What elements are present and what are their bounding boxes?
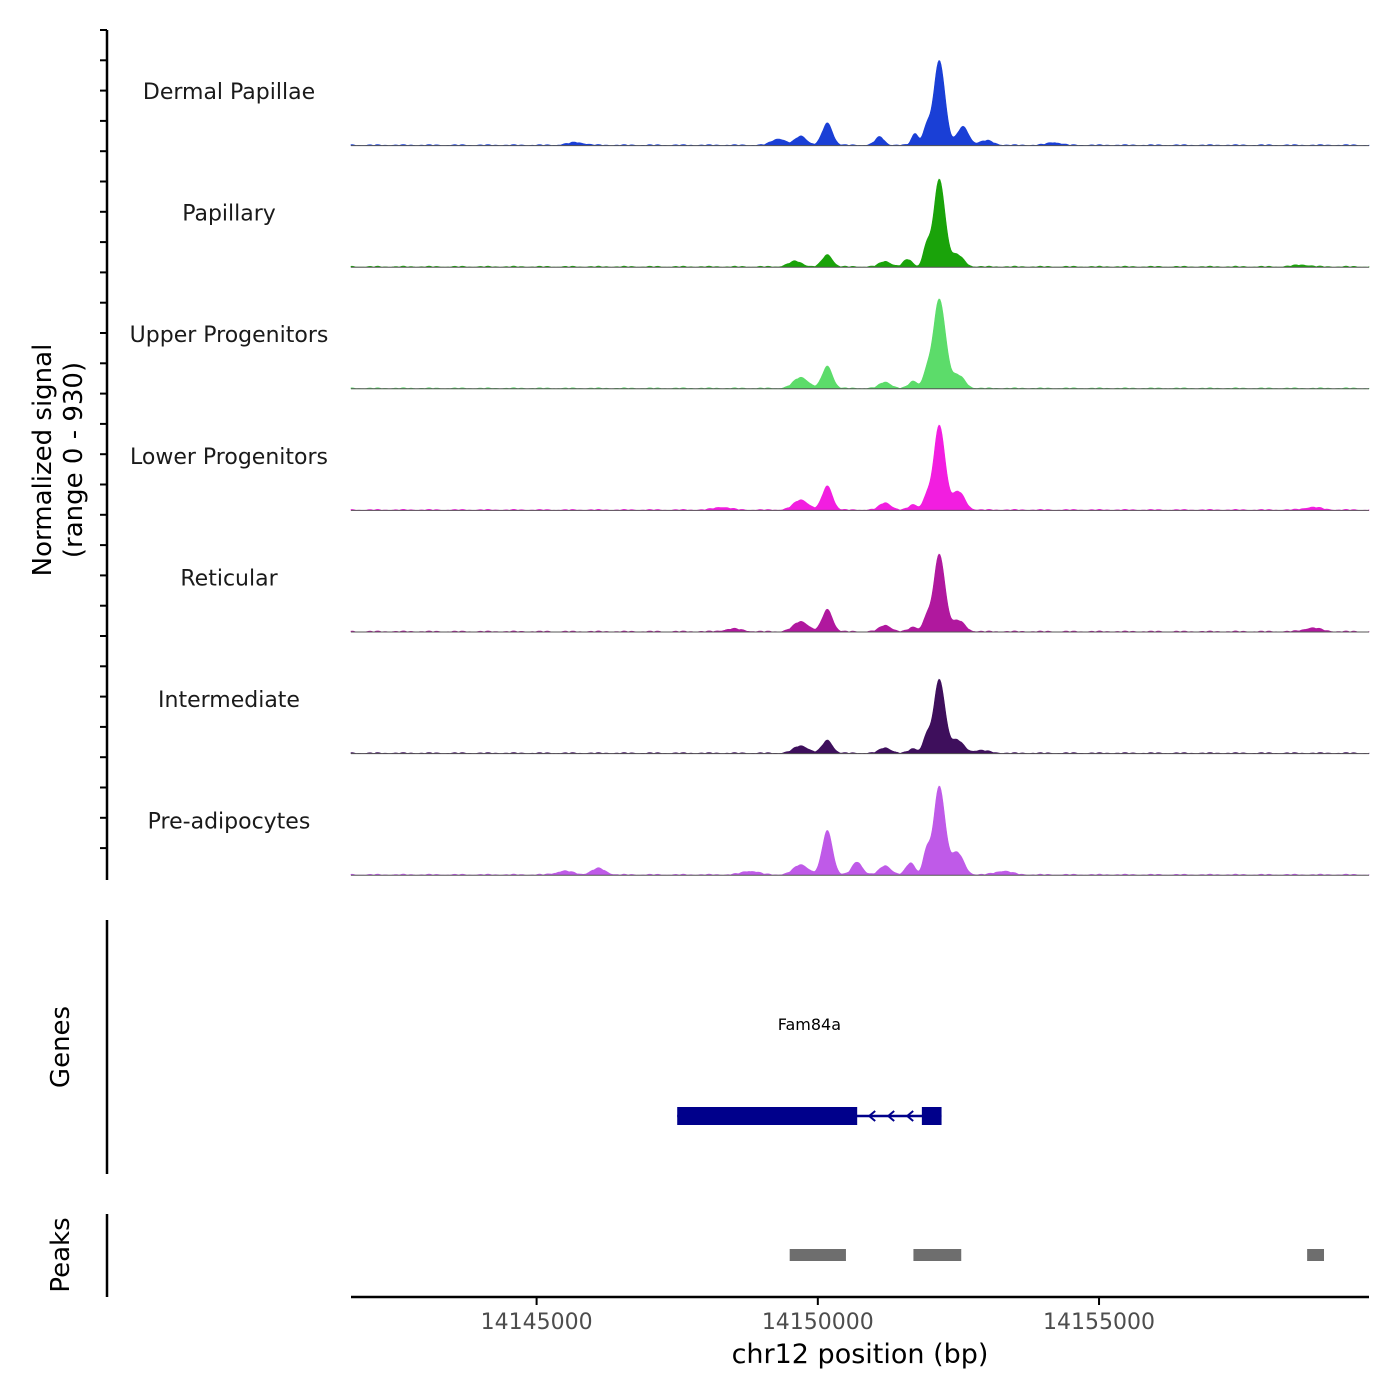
y-axis-title-line2: (range 0 - 930) (59, 362, 89, 558)
gene-exon (677, 1107, 858, 1125)
coverage-signal-area (350, 424, 1370, 511)
strand-arrow (886, 1110, 895, 1122)
coverage-track: Reticular (180, 553, 1370, 633)
peaks-track (789, 1249, 1325, 1261)
gene-name-label: Fam84a (778, 1015, 841, 1034)
coverage-signal-area (350, 298, 1370, 390)
coverage-y-axis-ticks (100, 29, 107, 850)
x-axis-tick-label: 14155000 (1043, 1310, 1155, 1335)
track-label: Lower Progenitors (130, 445, 328, 470)
x-axis-tick-label: 14145000 (481, 1310, 593, 1335)
coverage-tracks: Dermal Papillae Papillary Upper Progenitor… (130, 59, 1370, 876)
coverage-signal-area (350, 785, 1370, 876)
coverage-track: Pre-adipocytes (148, 785, 1370, 876)
y-axis-title-line1: Normalized signal (28, 344, 58, 577)
coverage-track: Intermediate (158, 678, 1370, 755)
track-label: Upper Progenitors (130, 323, 329, 348)
track-label: Intermediate (158, 688, 300, 713)
coverage-signal-area (350, 59, 1370, 146)
track-label: Dermal Papillae (143, 80, 315, 105)
peaks-track-label: Peaks (46, 1217, 76, 1292)
coverage-signal-area (350, 178, 1370, 268)
coverage-track: Upper Progenitors (130, 298, 1370, 390)
coverage-track: Lower Progenitors (130, 424, 1370, 511)
peak-region (913, 1249, 962, 1261)
strand-arrow (867, 1110, 876, 1122)
coverage-signal-area (350, 678, 1370, 754)
x-axis-tick-label: 14150000 (762, 1310, 874, 1335)
coverage-track: Dermal Papillae (143, 59, 1370, 147)
peak-region (1307, 1249, 1325, 1261)
track-label: Pre-adipocytes (148, 810, 311, 835)
strand-arrow (905, 1110, 914, 1122)
peak-region (789, 1249, 846, 1261)
genes-track: Fam84a (677, 1015, 942, 1125)
coverage-signal-area (350, 553, 1370, 633)
genes-track-label: Genes (46, 1006, 76, 1088)
x-axis-ticks: 14145000 14150000 14155000 (481, 1297, 1155, 1335)
coverage-track: Papillary (182, 178, 1370, 268)
track-label: Papillary (182, 202, 276, 227)
x-axis-title: chr12 position (bp) (732, 1339, 989, 1370)
track-label: Reticular (180, 566, 278, 591)
gene-exon (921, 1107, 942, 1125)
